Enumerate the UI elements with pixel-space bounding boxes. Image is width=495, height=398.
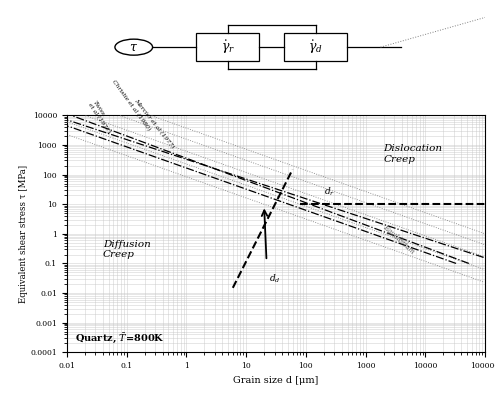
Text: Mercier et al (1977): Mercier et al (1977) bbox=[133, 98, 175, 150]
Text: $d_d$: $d_d$ bbox=[269, 272, 280, 285]
Text: $\tau$: $\tau$ bbox=[129, 41, 138, 54]
Y-axis label: Equivalent shear stress τ [MPa]: Equivalent shear stress τ [MPa] bbox=[19, 165, 28, 303]
Bar bbox=[284, 33, 347, 61]
Bar bbox=[197, 33, 259, 61]
Text: Quartz, $\bar{T}$=800K: Quartz, $\bar{T}$=800K bbox=[75, 331, 165, 345]
Text: Equilibrium: Equilibrium bbox=[381, 223, 416, 256]
Text: Twiss
et al (1977): Twiss et al (1977) bbox=[87, 100, 116, 135]
Text: Christie et al (1980): Christie et al (1980) bbox=[111, 79, 151, 132]
Text: $\dot{\gamma}_r$: $\dot{\gamma}_r$ bbox=[221, 39, 235, 56]
Text: Dislocation
Creep: Dislocation Creep bbox=[384, 144, 443, 164]
X-axis label: Grain size d [μm]: Grain size d [μm] bbox=[233, 375, 319, 384]
Text: Diffusion
Creep: Diffusion Creep bbox=[103, 240, 150, 259]
Text: $\dot{\gamma}_d$: $\dot{\gamma}_d$ bbox=[308, 39, 323, 56]
Text: $d_r$: $d_r$ bbox=[324, 186, 335, 198]
